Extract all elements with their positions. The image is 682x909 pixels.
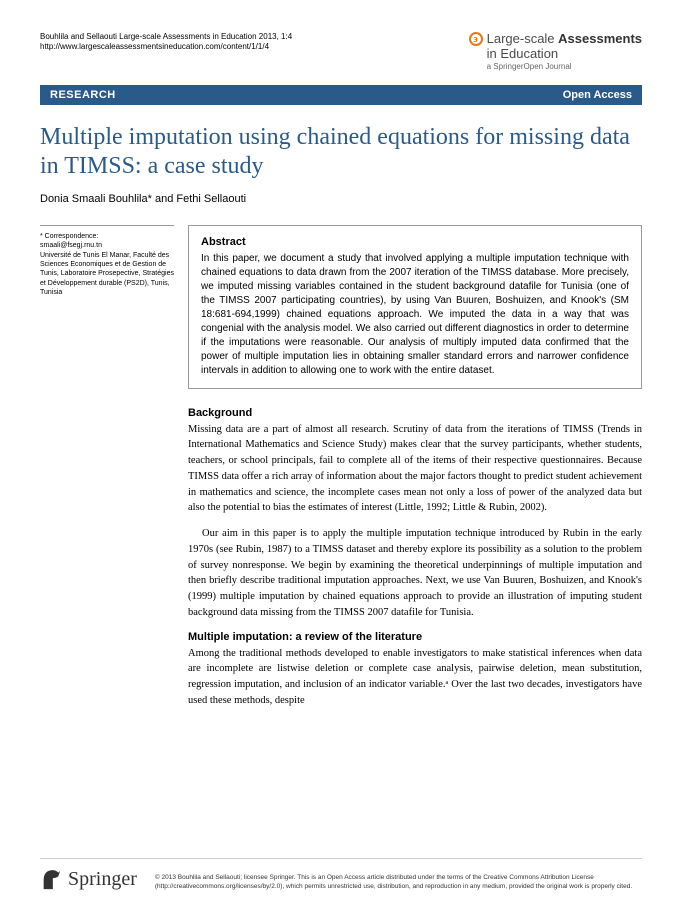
copyright-text: © 2013 Bouhlila and Sellaouti; licensee … xyxy=(155,874,642,891)
correspondence-sidebar: * Correspondence: smaali@fsegj.rnu.tn Un… xyxy=(40,225,174,719)
body-paragraph: Our aim in this paper is to apply the mu… xyxy=(188,526,642,621)
brand-text-line2: in Education xyxy=(487,47,642,62)
correspondence-email: smaali@fsegj.rnu.tn xyxy=(40,241,174,250)
category-bar: RESEARCH Open Access xyxy=(40,85,642,105)
section-heading-background: Background xyxy=(188,407,642,419)
journal-brand: ϶ Large-scale Assessments in Education a… xyxy=(469,32,642,71)
article-type: RESEARCH xyxy=(50,89,116,101)
section-heading-mi: Multiple imputation: a review of the lit… xyxy=(188,631,642,643)
page-footer: Springer © 2013 Bouhlila and Sellaouti; … xyxy=(40,858,642,891)
content-columns: * Correspondence: smaali@fsegj.rnu.tn Un… xyxy=(40,225,642,719)
publisher-logo: Springer xyxy=(40,867,137,891)
access-type: Open Access xyxy=(563,89,632,101)
abstract-box: Abstract In this paper, we document a st… xyxy=(188,225,642,389)
abstract-text: In this paper, we document a study that … xyxy=(201,252,629,378)
body-paragraph: Among the traditional methods developed … xyxy=(188,646,642,709)
open-access-icon: ϶ xyxy=(469,32,483,46)
article-title: Multiple imputation using chained equati… xyxy=(40,123,642,181)
body-paragraph: Missing data are a part of almost all re… xyxy=(188,422,642,517)
citation-block: Bouhlila and Sellaouti Large-scale Asses… xyxy=(40,32,292,53)
citation-line: Bouhlila and Sellaouti Large-scale Asses… xyxy=(40,32,292,42)
springer-horse-icon xyxy=(40,867,62,891)
correspondence-affiliation: Université de Tunis El Manar, Faculté de… xyxy=(40,251,174,298)
brand-subtitle: a SpringerOpen Journal xyxy=(487,62,642,71)
publisher-name: Springer xyxy=(68,868,137,891)
main-content: Abstract In this paper, we document a st… xyxy=(188,225,642,719)
brand-text: Large-scale Assessments xyxy=(487,32,642,47)
authors-line: Donia Smaali Bouhlila* and Fethi Sellaou… xyxy=(40,193,642,205)
citation-url: http://www.largescaleassessmentsineducat… xyxy=(40,42,292,52)
page-header: Bouhlila and Sellaouti Large-scale Asses… xyxy=(40,32,642,71)
abstract-heading: Abstract xyxy=(201,236,629,248)
correspondence-label: * Correspondence: xyxy=(40,232,174,241)
